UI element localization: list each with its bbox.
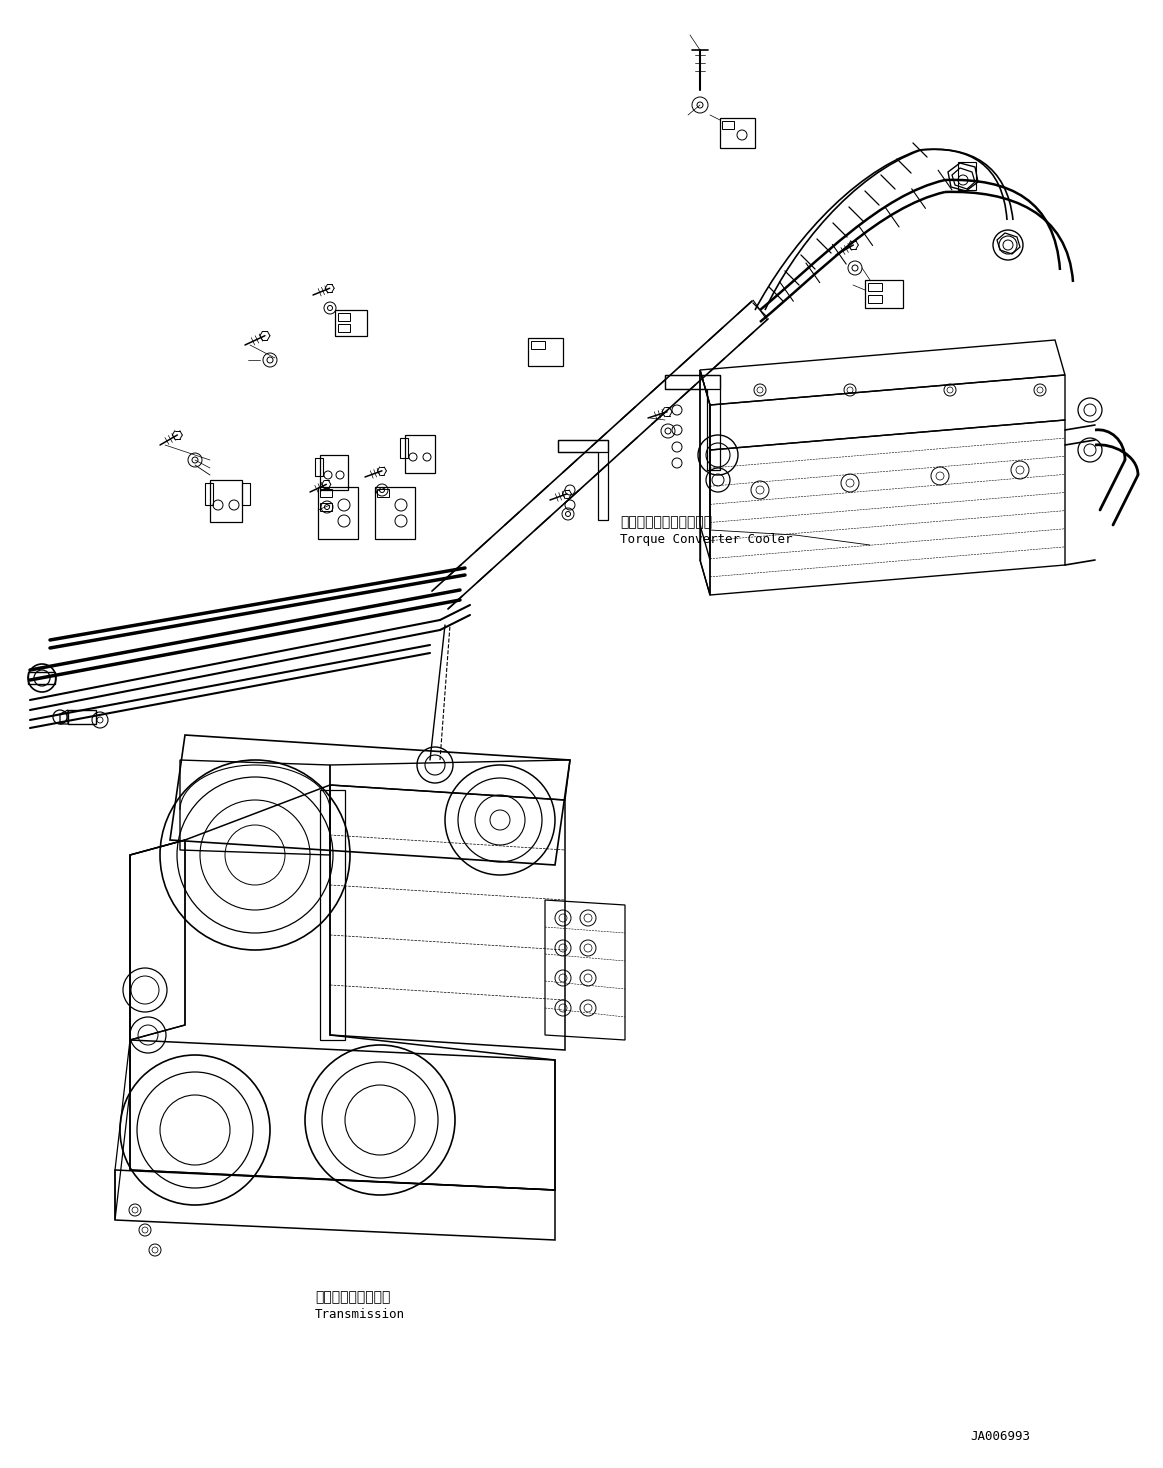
Text: トランスミッション: トランスミッション	[315, 1290, 391, 1304]
Bar	[317, 487, 358, 539]
Bar	[374, 487, 415, 539]
Bar	[868, 283, 882, 291]
Bar	[722, 120, 734, 129]
Bar	[335, 310, 368, 336]
Bar	[315, 458, 323, 476]
Bar	[338, 324, 350, 332]
Bar	[320, 455, 348, 490]
Bar	[405, 435, 435, 473]
Bar	[320, 504, 331, 511]
Bar	[958, 161, 976, 189]
Bar	[865, 280, 902, 308]
Bar	[528, 338, 563, 366]
Bar	[338, 313, 350, 321]
Bar	[377, 489, 388, 498]
Bar	[205, 483, 213, 505]
Bar	[242, 483, 250, 505]
Bar	[67, 711, 97, 724]
Bar	[320, 489, 331, 498]
Text: Torque Converter Cooler: Torque Converter Cooler	[620, 533, 792, 546]
Text: トルクコンバータクーラ: トルクコンバータクーラ	[620, 515, 712, 528]
Bar	[868, 295, 882, 302]
Bar	[665, 374, 720, 389]
Bar	[211, 480, 242, 523]
Text: JA006993: JA006993	[970, 1430, 1030, 1443]
Text: Transmission: Transmission	[315, 1308, 405, 1321]
Bar	[720, 117, 755, 148]
Bar	[400, 437, 408, 458]
Bar	[531, 341, 545, 349]
